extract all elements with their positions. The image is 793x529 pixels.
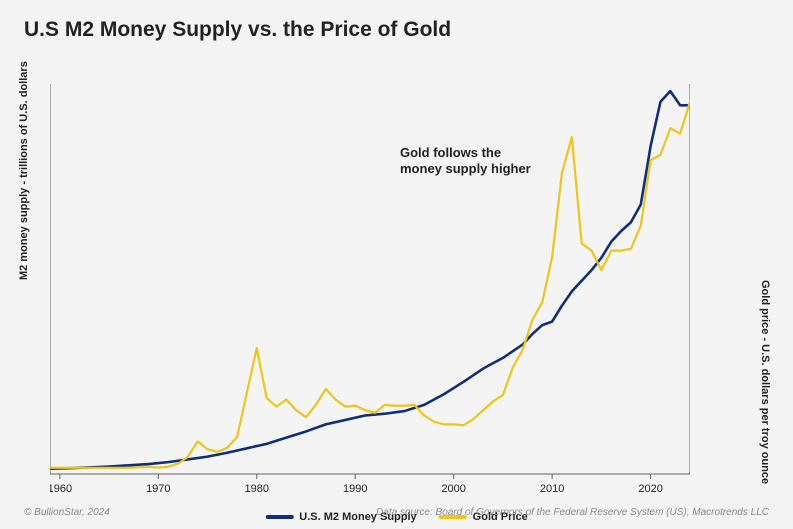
x-tick-label: 1990 xyxy=(343,483,367,495)
x-tick-label: 1970 xyxy=(146,483,170,495)
series-gold xyxy=(50,102,690,468)
data-source-text: Data source: Board of Governors of the F… xyxy=(376,507,769,518)
chart-plot-area: 19601970198019902000201020205101520$-$50… xyxy=(50,84,690,474)
copyright-text: © BullionStar, 2024 xyxy=(24,507,110,518)
x-tick-label: 1980 xyxy=(245,483,269,495)
y-left-axis-label: M2 money supply - trillions of U.S. doll… xyxy=(18,61,30,280)
chart-title: U.S M2 Money Supply vs. the Price of Gol… xyxy=(24,18,451,42)
x-tick-label: 2000 xyxy=(441,483,465,495)
footer: © BullionStar, 2024 Data source: Board o… xyxy=(0,507,793,521)
y-right-axis-label: Gold price - U.S. dollars per troy ounce xyxy=(759,280,771,484)
x-tick-label: 2020 xyxy=(638,483,662,495)
x-tick-label: 1960 xyxy=(50,483,72,495)
x-tick-label: 2010 xyxy=(540,483,564,495)
